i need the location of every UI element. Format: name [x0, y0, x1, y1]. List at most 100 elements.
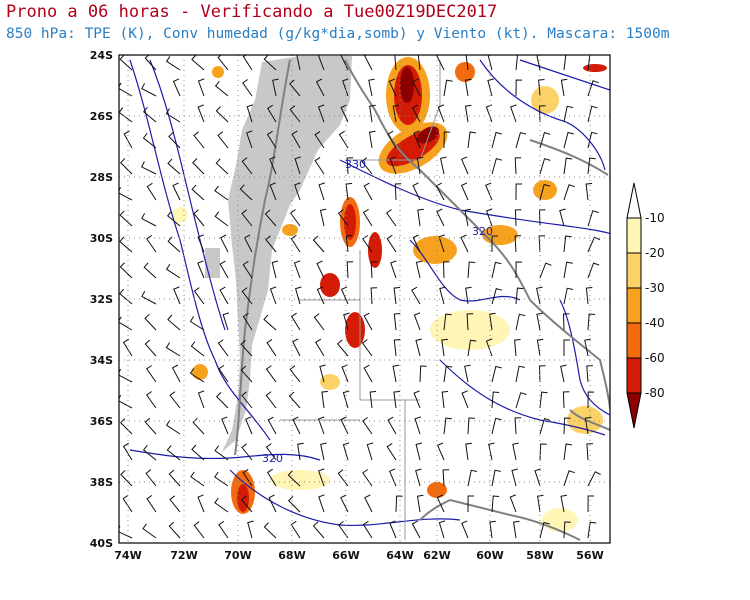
wind-barb — [142, 106, 157, 123]
wind-barb — [289, 105, 301, 123]
wind-barb — [559, 208, 566, 227]
wind-barb — [141, 213, 157, 227]
wind-barb — [413, 312, 421, 331]
wind-barb — [587, 262, 600, 279]
lon-label: 74W — [114, 549, 141, 562]
plot-frame — [118, 54, 611, 544]
wind-barb — [246, 130, 253, 149]
wind-barb — [388, 78, 397, 97]
wind-barb — [242, 260, 253, 279]
wind-barb — [437, 104, 445, 123]
wind-barb — [411, 286, 421, 305]
wind-barb — [119, 368, 133, 383]
wind-barb — [336, 339, 349, 357]
wind-barb — [247, 520, 254, 539]
wind-barb — [315, 78, 325, 97]
wind-barb — [587, 521, 597, 539]
wind-barb — [290, 209, 301, 227]
wind-barb — [515, 313, 526, 331]
wind-barb — [584, 416, 592, 435]
wind-barb — [192, 417, 205, 435]
wind-barb — [142, 444, 157, 461]
wind-barb — [214, 80, 229, 97]
wind-barb — [491, 495, 500, 513]
wind-barb — [287, 496, 301, 513]
wind-barb — [389, 156, 397, 175]
wind-barb — [467, 469, 478, 487]
wind-barb — [560, 78, 568, 97]
wind-barb — [141, 83, 157, 97]
wind-barb — [289, 365, 301, 383]
wind-barb — [460, 156, 469, 175]
wind-barb — [563, 235, 572, 253]
wind-barb — [369, 390, 377, 409]
wind-barb — [263, 55, 277, 71]
wind-barb — [169, 495, 181, 513]
wind-barb — [362, 417, 373, 435]
wind-barb — [315, 338, 325, 357]
wind-barb — [563, 261, 573, 279]
wind-barb — [461, 520, 469, 539]
wind-barb — [171, 364, 181, 383]
wind-barb — [587, 471, 601, 487]
wind-barb — [438, 234, 445, 253]
wind-barb — [222, 312, 230, 331]
wind-barb — [539, 521, 550, 539]
wind-barb — [122, 338, 133, 357]
legend-label: -40 — [645, 316, 665, 330]
wind-barb — [443, 365, 453, 383]
wind-barb — [220, 234, 229, 253]
wind-barb — [393, 339, 401, 357]
lon-label: 62W — [423, 549, 450, 562]
wind-barb — [217, 131, 229, 149]
wind-barb — [436, 208, 445, 227]
wind-barb — [314, 130, 325, 149]
wind-barb — [123, 130, 133, 149]
wind-barb — [215, 392, 229, 409]
wind-barb — [488, 442, 495, 461]
wind-barb — [169, 391, 181, 409]
wind-barb — [587, 391, 595, 409]
wind-barb — [491, 157, 503, 175]
wind-barb — [587, 236, 601, 253]
wind-barb — [491, 131, 502, 149]
wind-barb — [368, 78, 375, 97]
wind-barb — [346, 261, 354, 279]
lon-label: 72W — [170, 549, 197, 562]
wind-barb — [467, 131, 477, 149]
wind-barb — [436, 494, 445, 513]
wind-barb — [263, 314, 277, 331]
wind-barb — [168, 469, 181, 487]
wind-barb — [119, 394, 133, 409]
wind-barb — [563, 339, 570, 356]
wind-barb — [218, 520, 229, 539]
wind-barb — [417, 55, 421, 71]
wind-barb — [191, 444, 205, 461]
wind-barb — [511, 468, 518, 487]
wind-barb — [413, 130, 421, 149]
wind-barb — [587, 157, 596, 175]
legend-swatch — [626, 217, 642, 254]
wind-barb — [217, 339, 229, 357]
wind-barb — [537, 494, 544, 513]
wind-barb — [514, 339, 521, 357]
wind-barb — [166, 210, 181, 227]
wind-barb — [441, 390, 449, 409]
wind-barb — [272, 78, 279, 97]
wind-barb — [386, 209, 397, 227]
lat-label: 24S — [90, 49, 113, 62]
wind-barb — [317, 468, 325, 487]
wind-barb — [197, 390, 205, 409]
wind-barb — [297, 442, 304, 461]
wind-barb — [290, 520, 301, 539]
wind-barb — [539, 417, 551, 435]
wind-barb — [417, 208, 424, 227]
wind-barb — [465, 442, 472, 461]
wind-barb — [467, 417, 475, 435]
legend-swatch — [626, 322, 642, 359]
legend-swatch — [626, 287, 642, 324]
wind-barb — [515, 261, 523, 279]
wind-barb — [435, 182, 445, 201]
wind-barb — [362, 520, 373, 539]
wind-barb — [587, 131, 598, 149]
